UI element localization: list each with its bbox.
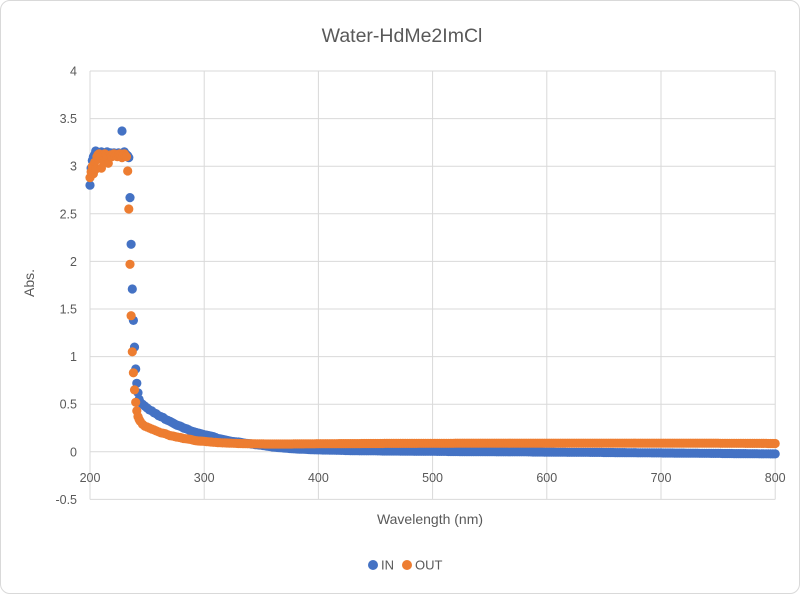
legend-label: IN (381, 558, 394, 573)
x-axis-title: Wavelength (nm) (377, 511, 483, 527)
data-point (126, 311, 136, 321)
data-point (770, 438, 780, 449)
chart-title: Water-HdMe2ImCl (322, 25, 483, 47)
data-point (96, 163, 106, 173)
data-point (85, 180, 95, 190)
data-point (117, 126, 127, 136)
data-point (125, 193, 135, 203)
data-point (126, 239, 136, 249)
data-point (125, 259, 135, 269)
y-tick-label: 4 (70, 65, 77, 79)
data-point (123, 166, 133, 176)
data-point (127, 284, 137, 294)
y-tick-label: 2.5 (60, 207, 77, 221)
y-tick-label: 3 (70, 160, 77, 174)
data-point (127, 347, 137, 357)
y-tick-label: -0.5 (55, 493, 77, 507)
data-point (131, 397, 141, 407)
x-tick-label: 200 (80, 471, 101, 485)
series-out-points[interactable] (85, 149, 780, 449)
y-axis-tick-labels: -0.5 0 0.5 1 1.5 2 2.5 3 3.5 4 (55, 65, 77, 507)
x-tick-label: 700 (651, 471, 672, 485)
y-tick-label: 1.5 (60, 303, 77, 317)
legend-marker-icon (402, 560, 412, 570)
y-tick-label: 3.5 (60, 112, 77, 126)
x-tick-label: 400 (308, 471, 329, 485)
y-tick-label: 0.5 (60, 398, 77, 412)
y-tick-label: 0 (70, 445, 77, 459)
legend-item-out[interactable]: OUT (402, 558, 443, 573)
y-axis-title: Abs. (21, 269, 37, 297)
y-tick-label: 1 (70, 350, 77, 364)
data-point (128, 368, 138, 378)
legend-item-in[interactable]: IN (368, 558, 394, 573)
x-axis-tick-labels: 200 300 400 500 600 700 800 (80, 471, 786, 485)
data-point (121, 152, 132, 162)
plot-gridlines (89, 70, 776, 500)
data-point (129, 385, 140, 395)
x-tick-label: 500 (422, 471, 443, 485)
y-tick-label: 2 (70, 255, 77, 269)
data-point (124, 204, 134, 214)
x-tick-label: 300 (194, 471, 215, 485)
plot-area (85, 126, 780, 459)
legend-marker-icon (368, 560, 378, 570)
x-tick-label: 600 (536, 471, 557, 485)
data-point (770, 449, 780, 459)
legend-label: OUT (415, 558, 443, 573)
legend: IN OUT (368, 558, 443, 573)
x-tick-label: 800 (765, 471, 786, 485)
